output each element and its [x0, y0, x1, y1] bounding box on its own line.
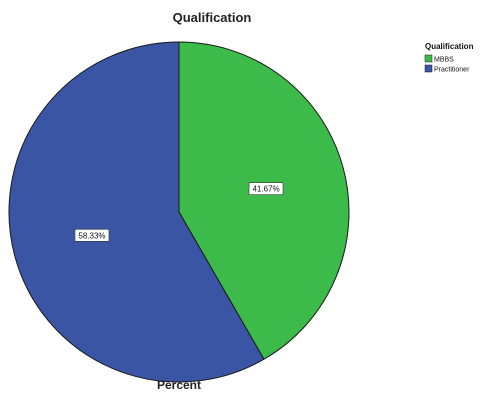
legend-title: Qualification — [425, 42, 474, 51]
legend-swatch-mbbs — [424, 54, 433, 63]
data-label-mbbs: 41.67% — [252, 185, 279, 194]
legend-label-mbbs: MBBS — [434, 57, 454, 64]
chart-title: Qualification — [173, 10, 252, 25]
x-axis-label: Percent — [157, 378, 201, 392]
pie-slices — [8, 41, 350, 383]
legend-swatch-practitioner — [424, 64, 433, 73]
data-label-box — [248, 182, 284, 195]
data-label-box — [74, 229, 110, 242]
data-label-practitioner: 58.33% — [78, 231, 105, 240]
pie-slice-practitioner — [8, 41, 265, 383]
pie-data-labels: 41.67% 58.33% — [74, 182, 284, 242]
pie-slice-mbbs — [178, 41, 350, 360]
legend-label-practitioner: Practitioner — [434, 67, 470, 74]
legend: Qualification MBBS Practitioner — [424, 42, 474, 74]
